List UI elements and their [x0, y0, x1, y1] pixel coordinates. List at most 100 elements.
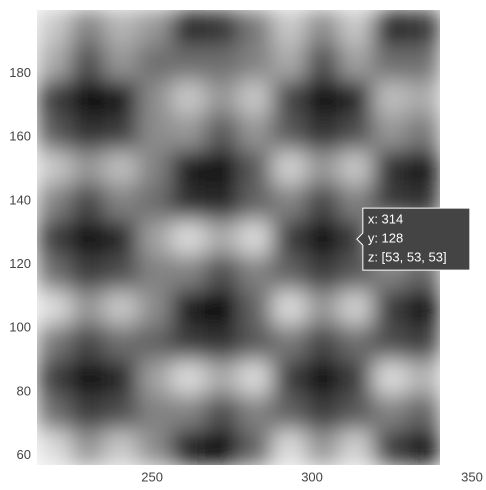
pixel [37, 115, 71, 151]
pixel [373, 290, 407, 326]
pixel [171, 45, 205, 81]
pixel [272, 115, 306, 151]
pixel [272, 10, 306, 46]
pixel [373, 80, 407, 116]
pixel [104, 80, 138, 116]
pixel [205, 150, 239, 186]
pixel [373, 360, 407, 396]
pixel [37, 10, 71, 46]
pixel [339, 325, 373, 361]
pixel [71, 150, 105, 186]
pixel [339, 430, 373, 466]
pixel [71, 395, 105, 431]
x-tick-label: 300 [301, 469, 323, 484]
pixel [138, 10, 172, 46]
pixel [339, 395, 373, 431]
pixel [272, 45, 306, 81]
pixel [205, 255, 239, 291]
pixel [205, 10, 239, 46]
pixel [205, 360, 239, 396]
pixel [272, 290, 306, 326]
pixel [306, 80, 340, 116]
pixel [406, 430, 440, 466]
pixel [171, 325, 205, 361]
pixel [37, 325, 71, 361]
pixel [239, 360, 273, 396]
pixel [71, 360, 105, 396]
pixel [171, 395, 205, 431]
pixel [306, 185, 340, 221]
pixel [71, 290, 105, 326]
pixel [138, 45, 172, 81]
x-tick-label: 350 [461, 469, 483, 484]
pixel [37, 80, 71, 116]
pixel [373, 10, 407, 46]
pixel [104, 290, 138, 326]
pixel [205, 45, 239, 81]
pixel [339, 80, 373, 116]
pixel [239, 185, 273, 221]
pixel [306, 150, 340, 186]
pixel [37, 360, 71, 396]
y-tick-label: 60 [17, 447, 31, 462]
pixel [239, 395, 273, 431]
pixel [171, 80, 205, 116]
pixel [406, 150, 440, 186]
chart: 2503003506080100120140160180 x: 314y: 12… [0, 0, 486, 485]
pixel [138, 430, 172, 466]
pixel [306, 325, 340, 361]
pixel [205, 395, 239, 431]
pixel [306, 395, 340, 431]
pixel [339, 150, 373, 186]
pixel [171, 220, 205, 256]
pixel [138, 80, 172, 116]
pixel [373, 115, 407, 151]
pixel [205, 185, 239, 221]
pixel [104, 45, 138, 81]
pixel [205, 290, 239, 326]
pixel [71, 45, 105, 81]
pixel [272, 255, 306, 291]
pixel [339, 10, 373, 46]
pixel [171, 150, 205, 186]
pixel [71, 325, 105, 361]
pixel [138, 395, 172, 431]
pixel [272, 325, 306, 361]
pixel [239, 10, 273, 46]
y-tick-label: 80 [17, 383, 31, 398]
hover-text: y: 128 [368, 231, 403, 246]
pixel [104, 430, 138, 466]
pixel [406, 395, 440, 431]
pixel [138, 360, 172, 396]
pixel [373, 395, 407, 431]
pixel [171, 115, 205, 151]
pixel [205, 115, 239, 151]
pixel [306, 360, 340, 396]
pixel [239, 220, 273, 256]
pixel [272, 220, 306, 256]
pixel [239, 150, 273, 186]
pixel [406, 290, 440, 326]
hover-text: z: [53, 53, 53] [368, 250, 447, 265]
pixel [272, 185, 306, 221]
pixel [306, 115, 340, 151]
pixel [104, 185, 138, 221]
pixel [205, 325, 239, 361]
pixel [406, 45, 440, 81]
pixel [239, 430, 273, 466]
pixel [306, 255, 340, 291]
pixel [373, 45, 407, 81]
pixel [272, 360, 306, 396]
pixel [373, 150, 407, 186]
pixel [272, 395, 306, 431]
x-tick-label: 250 [141, 469, 163, 484]
y-tick-label: 160 [9, 129, 31, 144]
pixel [406, 115, 440, 151]
pixel [239, 115, 273, 151]
y-tick-label: 180 [9, 65, 31, 80]
pixel [37, 430, 71, 466]
pixel [37, 290, 71, 326]
pixel [104, 255, 138, 291]
pixel [406, 325, 440, 361]
pixel [71, 185, 105, 221]
